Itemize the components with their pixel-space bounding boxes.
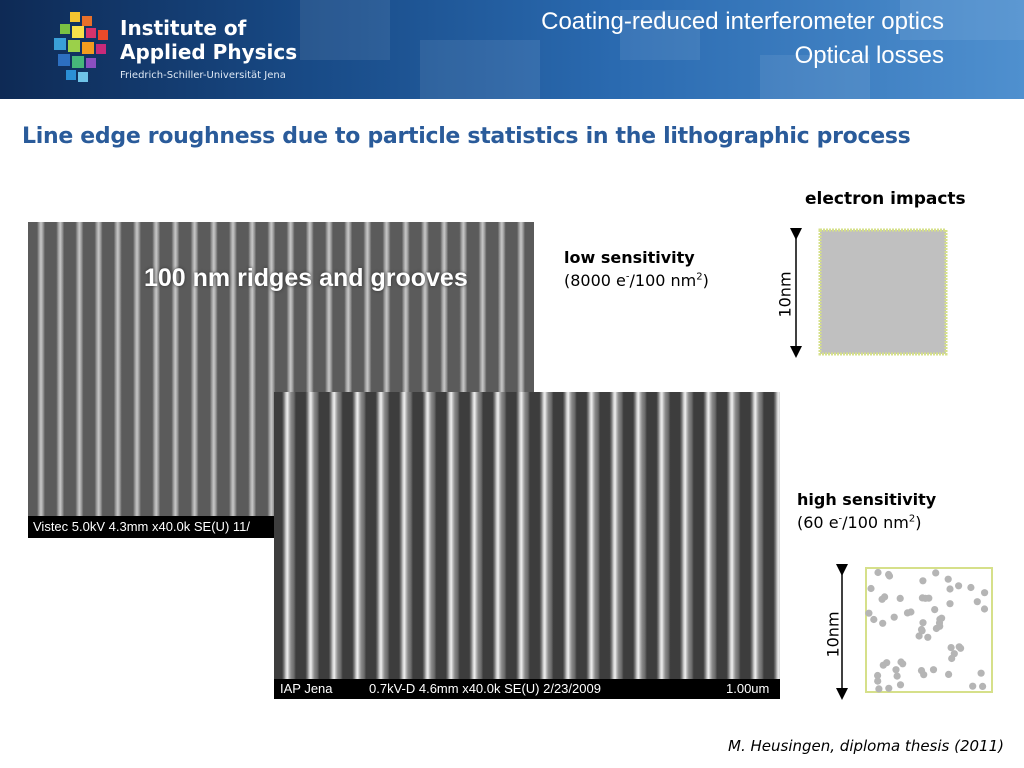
impact-square — [865, 567, 993, 693]
impact-dot — [967, 583, 975, 592]
impact-dot — [881, 593, 889, 601]
header-banner: Institute of Applied Physics Friedrich-S… — [0, 0, 1024, 99]
impact-dot — [955, 643, 963, 651]
impact-dot — [980, 605, 989, 613]
impact-dot — [874, 677, 882, 685]
low-sensitivity-dose: (8000 e-/100 nm2) — [564, 271, 709, 290]
impact-dot — [896, 594, 904, 602]
impact-dot — [973, 598, 981, 606]
low-scale-label: 10nm — [775, 271, 795, 318]
sem-info-left: IAP Jena — [280, 681, 333, 696]
high-sensitivity-title: high sensitivity — [797, 490, 937, 509]
impact-dot — [950, 650, 958, 658]
impact-dot — [885, 684, 893, 692]
impact-dot — [944, 575, 952, 583]
sem-info-mid: 0.7kV-D 4.6mm x40.0k SE(U) 2/23/2009 — [369, 681, 601, 696]
low-sensitivity-title: low sensitivity — [564, 248, 695, 267]
sem-overlay-caption: 100 nm ridges and grooves — [144, 264, 468, 292]
sem-info-right: 1.00um — [726, 681, 770, 696]
logo-subtitle: Friedrich-Schiller-Universität Jena — [120, 70, 286, 81]
slide-heading: Line edge roughness due to particle stat… — [22, 124, 911, 149]
impact-dot — [981, 589, 989, 597]
impact-dot — [955, 582, 963, 590]
impact-dot — [896, 681, 905, 689]
exposed-square — [818, 228, 948, 356]
impact-dot — [929, 666, 938, 674]
impact-dot — [931, 606, 939, 614]
impact-dot — [875, 685, 883, 693]
impact-dot — [892, 666, 900, 674]
impact-dot — [932, 569, 940, 577]
high-sensitivity-dose: (60 e-/100 nm2) — [797, 513, 922, 532]
impact-dot — [879, 661, 887, 669]
impact-dot — [947, 644, 955, 652]
sem-image-high-sensitivity: IAP Jena 0.7kV-D 4.6mm x40.0k SE(U) 2/23… — [274, 392, 780, 699]
impact-dot — [865, 609, 873, 617]
electron-impact-dots — [865, 568, 989, 693]
logo-line1: Institute of — [120, 16, 247, 40]
impact-dot — [867, 584, 875, 593]
logo-line2: Applied Physics — [120, 40, 298, 64]
impact-dot — [946, 600, 954, 608]
impact-dot — [897, 658, 905, 666]
impact-dot — [936, 622, 944, 630]
electron-impacts-label: electron impacts — [805, 189, 966, 209]
high-sensitivity-label: high sensitivity (60 e-/100 nm2) — [797, 490, 936, 532]
slide-title-line2: Optical losses — [794, 42, 944, 69]
impact-dot — [920, 671, 928, 679]
impact-dot — [946, 585, 954, 593]
impact-dot — [969, 682, 977, 690]
impact-dot — [885, 570, 893, 579]
impact-dot — [977, 669, 985, 677]
impact-dot — [874, 671, 882, 680]
low-sensitivity-label: low sensitivity (8000 e-/100 nm2) — [564, 248, 709, 290]
sem-info-bar: IAP Jena 0.7kV-D 4.6mm x40.0k SE(U) 2/23… — [274, 679, 780, 699]
high-scale-label: 10nm — [823, 611, 843, 658]
impact-dot — [919, 577, 927, 585]
low-sensitivity-diagram — [790, 228, 948, 358]
impact-dot — [870, 615, 878, 624]
impact-dot — [874, 568, 882, 577]
institute-logo-icon — [54, 12, 108, 82]
impact-dot — [919, 619, 927, 627]
impact-dot — [921, 594, 929, 602]
impact-dot — [979, 682, 987, 690]
impact-dot — [890, 613, 898, 621]
impact-dot — [915, 632, 923, 640]
impact-dot — [893, 672, 901, 680]
logo-text: Institute of Applied Physics — [120, 16, 297, 64]
impact-dot — [917, 625, 926, 634]
impact-dot — [945, 670, 953, 678]
citation: M. Heusingen, diploma thesis (2011) — [728, 737, 1004, 755]
impact-dot — [879, 619, 887, 627]
impact-dot — [924, 633, 932, 641]
high-sensitivity-diagram — [836, 564, 993, 700]
slide-title-line1: Coating-reduced interferometer optics — [541, 8, 944, 35]
impact-dot — [903, 609, 912, 617]
